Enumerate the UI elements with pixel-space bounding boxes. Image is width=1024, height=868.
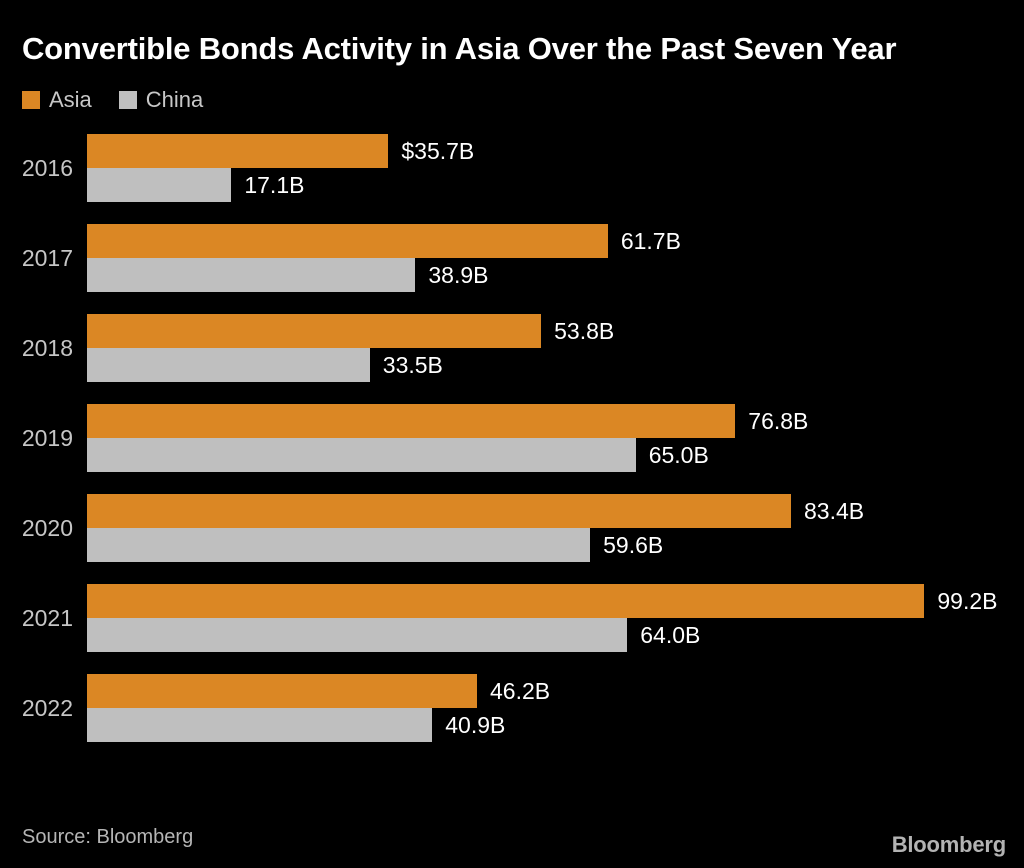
bar-line-asia-2017: 61.7B: [87, 224, 1024, 258]
year-row-2019: 2019 76.8B 65.0B: [0, 404, 1024, 494]
value-label-china-2021: 64.0B: [640, 621, 701, 648]
bar-china-2020: [87, 528, 591, 562]
value-label-china-2020: 59.6B: [603, 531, 664, 558]
year-row-2017: 2017 61.7B 38.9B: [0, 224, 1024, 314]
bar-china-2021: [87, 618, 628, 652]
bar-group-2018: 53.8B 33.5B: [87, 314, 1024, 382]
bar-line-china-2020: 59.6B: [87, 528, 1024, 562]
bar-group-2022: 46.2B 40.9B: [87, 674, 1024, 742]
bar-group-2019: 76.8B 65.0B: [87, 404, 1024, 472]
value-label-asia-2018: 53.8B: [554, 317, 615, 344]
value-label-china-2018: 33.5B: [382, 351, 443, 378]
year-row-2020: 2020 83.4B 59.6B: [0, 494, 1024, 584]
year-label-2021: 2021: [21, 604, 73, 631]
chart-legend: Asia China: [22, 87, 203, 113]
value-label-asia-2019: 76.8B: [748, 407, 809, 434]
bar-asia-2019: [87, 404, 736, 438]
value-label-asia-2017: 61.7B: [620, 227, 681, 254]
source-text: Source: Bloomberg: [22, 826, 194, 848]
year-label-2017: 2017: [21, 244, 73, 271]
bar-line-asia-2022: 46.2B: [87, 674, 1024, 708]
value-label-asia-2016: $35.7B: [401, 137, 475, 164]
plot-area: 2016 $35.7B 17.1B 2017 61.7B 38.9B 2018 53.8B 33…: [0, 134, 1024, 764]
legend-label-china: China: [145, 87, 204, 112]
value-label-china-2016: 17.1B: [244, 171, 305, 198]
bloomberg-logo: Bloomberg: [891, 832, 1007, 857]
year-row-2022: 2022 46.2B 40.9B: [0, 674, 1024, 764]
bar-line-china-2019: 65.0B: [87, 438, 1024, 472]
bar-line-asia-2018: 53.8B: [87, 314, 1024, 348]
legend-item-china: China: [118, 87, 204, 113]
bar-group-2021: 99.2B 64.0B: [87, 584, 1024, 652]
year-row-2016: 2016 $35.7B 17.1B: [0, 134, 1024, 224]
year-label-2016: 2016: [21, 154, 73, 181]
value-label-china-2019: 65.0B: [648, 441, 709, 468]
bar-line-china-2018: 33.5B: [87, 348, 1024, 382]
bar-line-asia-2019: 76.8B: [87, 404, 1024, 438]
bar-asia-2016: [87, 134, 389, 168]
bar-asia-2018: [87, 314, 542, 348]
bar-line-asia-2021: 99.2B: [87, 584, 1024, 618]
value-label-asia-2022: 46.2B: [489, 677, 551, 704]
year-row-2021: 2021 99.2B 64.0B: [0, 584, 1024, 674]
value-label-asia-2021: 99.2B: [937, 587, 998, 614]
bar-asia-2020: [87, 494, 792, 528]
value-label-asia-2020: 83.4B: [804, 497, 865, 524]
bar-group-2020: 83.4B 59.6B: [87, 494, 1024, 562]
bar-line-china-2022: 40.9B: [87, 708, 1024, 742]
year-label-2018: 2018: [21, 334, 73, 361]
legend-label-asia: Asia: [49, 87, 92, 112]
legend-swatch-china-icon: [118, 91, 137, 109]
bar-asia-2021: [87, 584, 925, 618]
year-label-2019: 2019: [21, 424, 73, 451]
value-label-china-2017: 38.9B: [428, 261, 489, 288]
bar-asia-2022: [87, 674, 477, 708]
bar-asia-2017: [87, 224, 608, 258]
chart-title: Convertible Bonds Activity in Asia Over …: [22, 31, 897, 66]
bar-line-china-2017: 38.9B: [87, 258, 1024, 292]
value-label-china-2022: 40.9B: [445, 711, 506, 738]
year-label-2020: 2020: [21, 514, 73, 541]
bar-china-2017: [87, 258, 416, 292]
bar-china-2019: [87, 438, 636, 472]
bar-line-asia-2020: 83.4B: [87, 494, 1024, 528]
bar-group-2017: 61.7B 38.9B: [87, 224, 1024, 292]
bar-line-china-2016: 17.1B: [87, 168, 1024, 202]
bar-group-2016: $35.7B 17.1B: [87, 134, 1024, 202]
bar-china-2016: [87, 168, 232, 202]
bar-line-china-2021: 64.0B: [87, 618, 1024, 652]
legend-item-asia: Asia: [22, 87, 92, 113]
bar-china-2022: [87, 708, 433, 742]
bar-china-2018: [87, 348, 370, 382]
year-label-2022: 2022: [21, 694, 73, 721]
bar-line-asia-2016: $35.7B: [87, 134, 1024, 168]
year-row-2018: 2018 53.8B 33.5B: [0, 314, 1024, 404]
legend-swatch-asia-icon: [22, 91, 40, 109]
